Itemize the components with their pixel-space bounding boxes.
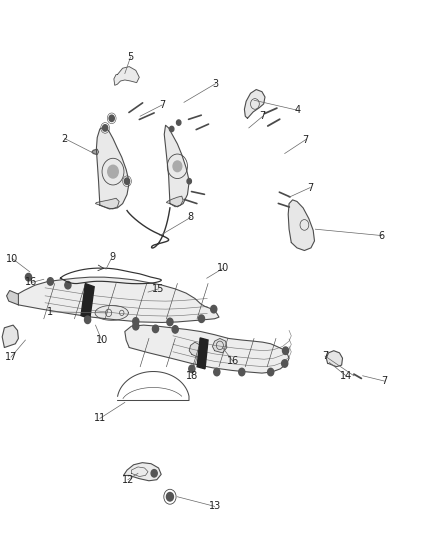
Circle shape [109,115,114,122]
Circle shape [283,347,289,354]
Text: 14: 14 [340,371,352,381]
Polygon shape [125,325,289,373]
Polygon shape [17,277,219,322]
Circle shape [133,318,139,325]
Circle shape [239,368,245,376]
Text: 15: 15 [152,284,165,294]
Polygon shape [114,67,139,85]
Polygon shape [124,463,161,481]
Circle shape [151,470,157,477]
Text: 6: 6 [379,231,385,240]
Polygon shape [326,351,343,367]
Text: 11: 11 [94,414,106,423]
Text: 12: 12 [122,475,134,484]
Text: 9: 9 [109,252,115,262]
Text: 10: 10 [217,263,230,273]
Text: 16: 16 [227,357,239,366]
Polygon shape [7,290,18,305]
Text: 7: 7 [322,351,328,361]
Polygon shape [95,305,128,320]
Text: 8: 8 [187,213,194,222]
Text: 7: 7 [260,111,266,121]
Text: 1: 1 [47,307,53,317]
Circle shape [167,318,173,326]
Circle shape [85,316,91,324]
Circle shape [152,325,159,333]
Text: 7: 7 [159,100,165,110]
Circle shape [47,278,53,285]
Circle shape [198,315,205,322]
Text: 7: 7 [381,376,388,386]
Circle shape [189,365,195,373]
Circle shape [173,161,182,172]
Circle shape [25,273,32,281]
Circle shape [102,125,108,131]
Circle shape [187,179,191,184]
Polygon shape [189,342,201,357]
Polygon shape [81,284,94,319]
Circle shape [133,322,139,330]
Circle shape [268,368,274,376]
Circle shape [172,326,178,333]
Text: 10: 10 [6,254,18,263]
Circle shape [211,305,217,313]
Polygon shape [96,127,129,209]
Text: 13: 13 [208,502,221,511]
Circle shape [166,492,173,501]
Polygon shape [166,196,183,207]
Text: 5: 5 [127,52,134,62]
Circle shape [65,281,71,289]
Circle shape [282,360,288,367]
Text: 4: 4 [295,106,301,115]
Text: 7: 7 [307,183,313,192]
Text: 7: 7 [303,135,309,144]
Circle shape [214,368,220,376]
Circle shape [108,165,118,178]
Text: 16: 16 [25,278,38,287]
Polygon shape [212,338,227,353]
Text: 3: 3 [212,79,219,88]
Polygon shape [95,198,119,209]
Text: 17: 17 [5,352,17,362]
Text: 2: 2 [62,134,68,143]
Polygon shape [164,125,189,207]
Polygon shape [244,90,265,118]
Circle shape [177,120,181,125]
Circle shape [124,178,130,184]
Circle shape [170,126,174,132]
Text: 10: 10 [95,335,108,345]
Polygon shape [288,200,314,251]
Polygon shape [197,338,208,369]
Text: 18: 18 [186,371,198,381]
Polygon shape [92,149,99,155]
Polygon shape [2,325,18,348]
